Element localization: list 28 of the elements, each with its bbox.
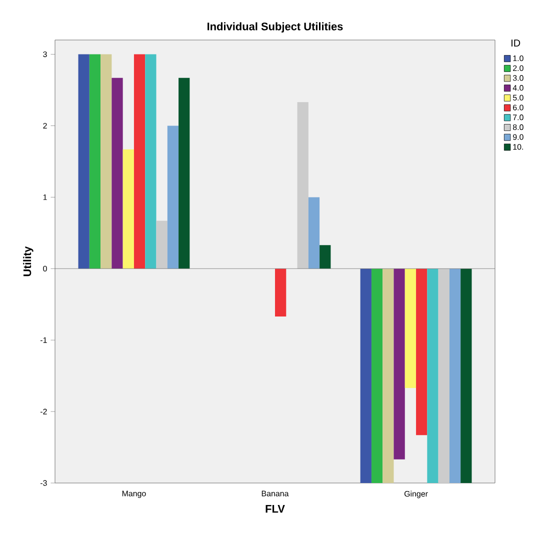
bar xyxy=(404,268,416,388)
bar xyxy=(416,268,428,436)
bar xyxy=(122,149,134,269)
bar xyxy=(394,268,405,460)
bar xyxy=(100,54,112,269)
bar xyxy=(112,78,123,269)
bar xyxy=(320,245,331,269)
bar xyxy=(360,268,372,483)
x-axis-title: FLV xyxy=(266,505,285,513)
bar xyxy=(89,54,101,269)
bar xyxy=(438,268,450,483)
legend-title: ID xyxy=(512,40,520,46)
bar xyxy=(134,54,146,269)
bar xyxy=(427,268,438,483)
y-axis-title: Utility xyxy=(23,246,34,276)
bar xyxy=(145,54,156,269)
bar xyxy=(382,268,394,483)
bar xyxy=(156,220,168,269)
bar xyxy=(460,268,472,483)
bar xyxy=(297,102,308,269)
chart-title: Individual Subject Utilities xyxy=(208,22,343,32)
bar xyxy=(78,54,90,269)
bar xyxy=(449,268,461,483)
bar xyxy=(178,78,190,269)
bar xyxy=(275,268,286,317)
bar xyxy=(371,268,383,483)
bar xyxy=(308,197,320,269)
bar xyxy=(167,126,179,269)
